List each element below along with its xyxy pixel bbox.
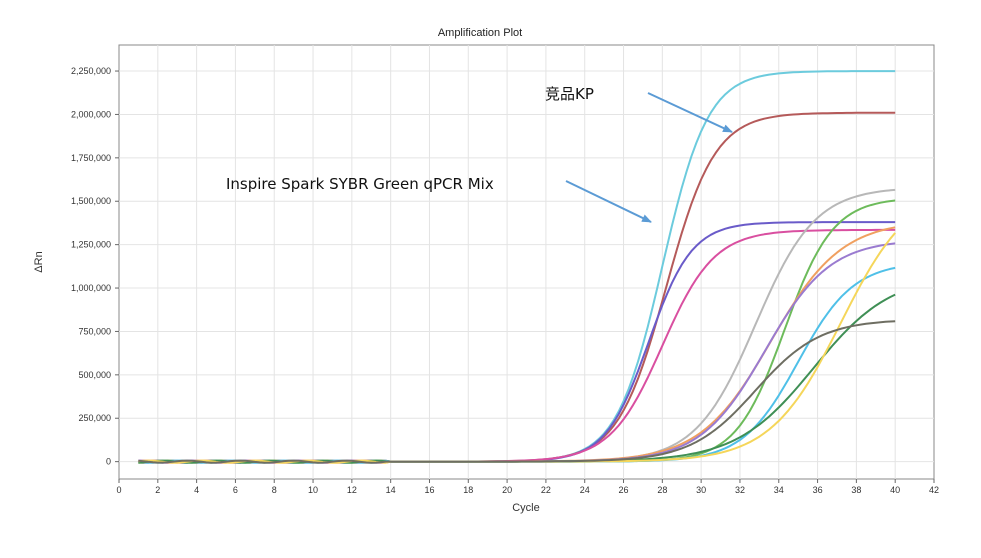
x-tick-label: 38 bbox=[851, 485, 861, 495]
x-tick-label: 28 bbox=[657, 485, 667, 495]
x-tick-label: 8 bbox=[272, 485, 277, 495]
x-tick-label: 16 bbox=[424, 485, 434, 495]
y-tick-label: 500,000 bbox=[78, 370, 111, 380]
x-tick-label: 4 bbox=[194, 485, 199, 495]
annotation-arrow-inspire-spark bbox=[565, 180, 652, 223]
y-tick-label: 2,250,000 bbox=[71, 66, 111, 76]
y-tick-label: 2,000,000 bbox=[71, 109, 111, 119]
x-tick-label: 36 bbox=[813, 485, 823, 495]
x-tick-label: 24 bbox=[580, 485, 590, 495]
y-tick-label: 750,000 bbox=[78, 326, 111, 336]
x-tick-label: 0 bbox=[116, 485, 121, 495]
x-tick-label: 10 bbox=[308, 485, 318, 495]
annotation-inspire-spark: Inspire Spark SYBR Green qPCR Mix bbox=[226, 175, 494, 193]
y-tick-label: 1,750,000 bbox=[71, 153, 111, 163]
y-tick-label: 1,000,000 bbox=[71, 283, 111, 293]
x-axis-title: Cycle bbox=[512, 502, 540, 514]
annotation-arrow-competitor-kp bbox=[647, 92, 733, 133]
x-tick-label: 20 bbox=[502, 485, 512, 495]
annotation-competitor-kp: 竞品KP bbox=[545, 85, 594, 103]
chart-title: Amplification Plot bbox=[438, 27, 522, 39]
y-tick-label: 1,250,000 bbox=[71, 240, 111, 250]
y-tick-label: 0 bbox=[106, 457, 111, 467]
x-tick-label: 12 bbox=[347, 485, 357, 495]
x-tick-label: 18 bbox=[463, 485, 473, 495]
y-tick-label: 1,500,000 bbox=[71, 196, 111, 206]
x-tick-label: 14 bbox=[386, 485, 396, 495]
x-tick-label: 2 bbox=[155, 485, 160, 495]
y-axis-title: ΔRn bbox=[33, 251, 45, 272]
x-tick-label: 34 bbox=[774, 485, 784, 495]
x-tick-label: 32 bbox=[735, 485, 745, 495]
x-tick-label: 22 bbox=[541, 485, 551, 495]
series-line-dark-gray bbox=[138, 320, 896, 464]
x-tick-label: 26 bbox=[619, 485, 629, 495]
x-tick-label: 42 bbox=[929, 485, 939, 495]
x-tick-label: 30 bbox=[696, 485, 706, 495]
plot-area bbox=[118, 44, 935, 480]
x-tick-label: 6 bbox=[233, 485, 238, 495]
x-tick-label: 40 bbox=[890, 485, 900, 495]
y-tick-label: 250,000 bbox=[78, 413, 111, 423]
